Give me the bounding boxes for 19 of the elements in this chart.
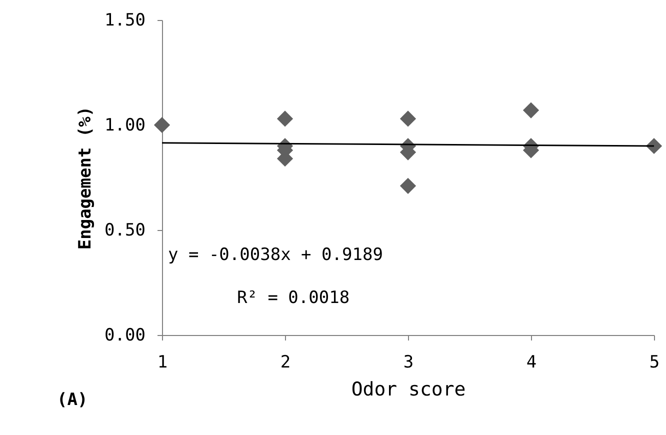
x-axis-title: Odor score bbox=[351, 378, 466, 400]
text: (A) bbox=[57, 390, 88, 410]
y-tick-label: 1.50 bbox=[104, 10, 146, 30]
point bbox=[154, 116, 170, 134]
annotation: R² = 0.0018 bbox=[237, 288, 350, 308]
y-axis-title: Engagement (%) bbox=[76, 106, 96, 250]
y-tick-label: 1.00 bbox=[104, 116, 146, 136]
x-tick-label: 5 bbox=[649, 352, 660, 372]
y-tick-label: 0.00 bbox=[104, 326, 146, 346]
x-tick-label: 1 bbox=[157, 352, 168, 372]
point bbox=[400, 178, 416, 194]
point bbox=[522, 102, 540, 118]
y-tick-label: 0.50 bbox=[104, 220, 146, 240]
point bbox=[276, 110, 294, 127]
x-tick-label: 2 bbox=[280, 352, 291, 372]
x-tick-label: 3 bbox=[403, 352, 414, 372]
annotation: y = -0.0038x + 0.9189 bbox=[168, 245, 383, 265]
point bbox=[400, 110, 416, 127]
x-tick-label: 4 bbox=[526, 352, 537, 372]
